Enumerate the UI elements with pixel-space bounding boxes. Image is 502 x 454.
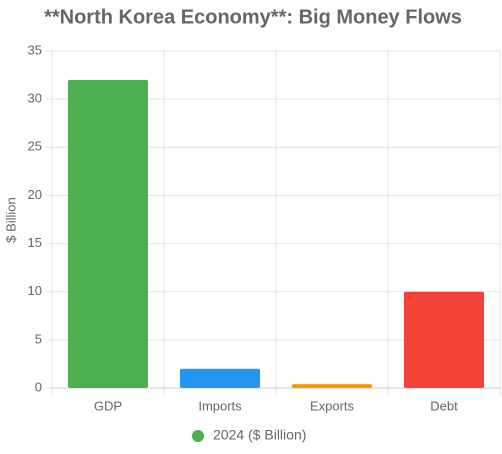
y-axis-label: $ Billion xyxy=(3,197,18,243)
x-tick-label: GDP xyxy=(94,398,122,413)
x-tick-label: Exports xyxy=(310,398,355,413)
y-tick-label: 10 xyxy=(28,283,42,298)
chart-title: **North Korea Economy**: Big Money Flows xyxy=(44,6,462,28)
y-tick-label: 20 xyxy=(28,187,42,202)
bar xyxy=(292,384,372,388)
y-tick-label: 30 xyxy=(28,91,42,106)
y-tick-label: 5 xyxy=(35,331,42,346)
bar xyxy=(404,291,484,388)
y-tick-label: 0 xyxy=(35,379,42,394)
y-tick-label: 25 xyxy=(28,139,42,154)
y-tick-label: 35 xyxy=(28,42,42,57)
legend-swatch xyxy=(192,430,204,442)
x-tick-label: Debt xyxy=(430,398,458,413)
y-tick-label: 15 xyxy=(28,235,42,250)
legend-label: 2024 ($ Billion) xyxy=(213,427,306,443)
bar xyxy=(68,79,148,388)
bar xyxy=(180,368,260,388)
x-tick-label: Imports xyxy=(198,398,242,413)
